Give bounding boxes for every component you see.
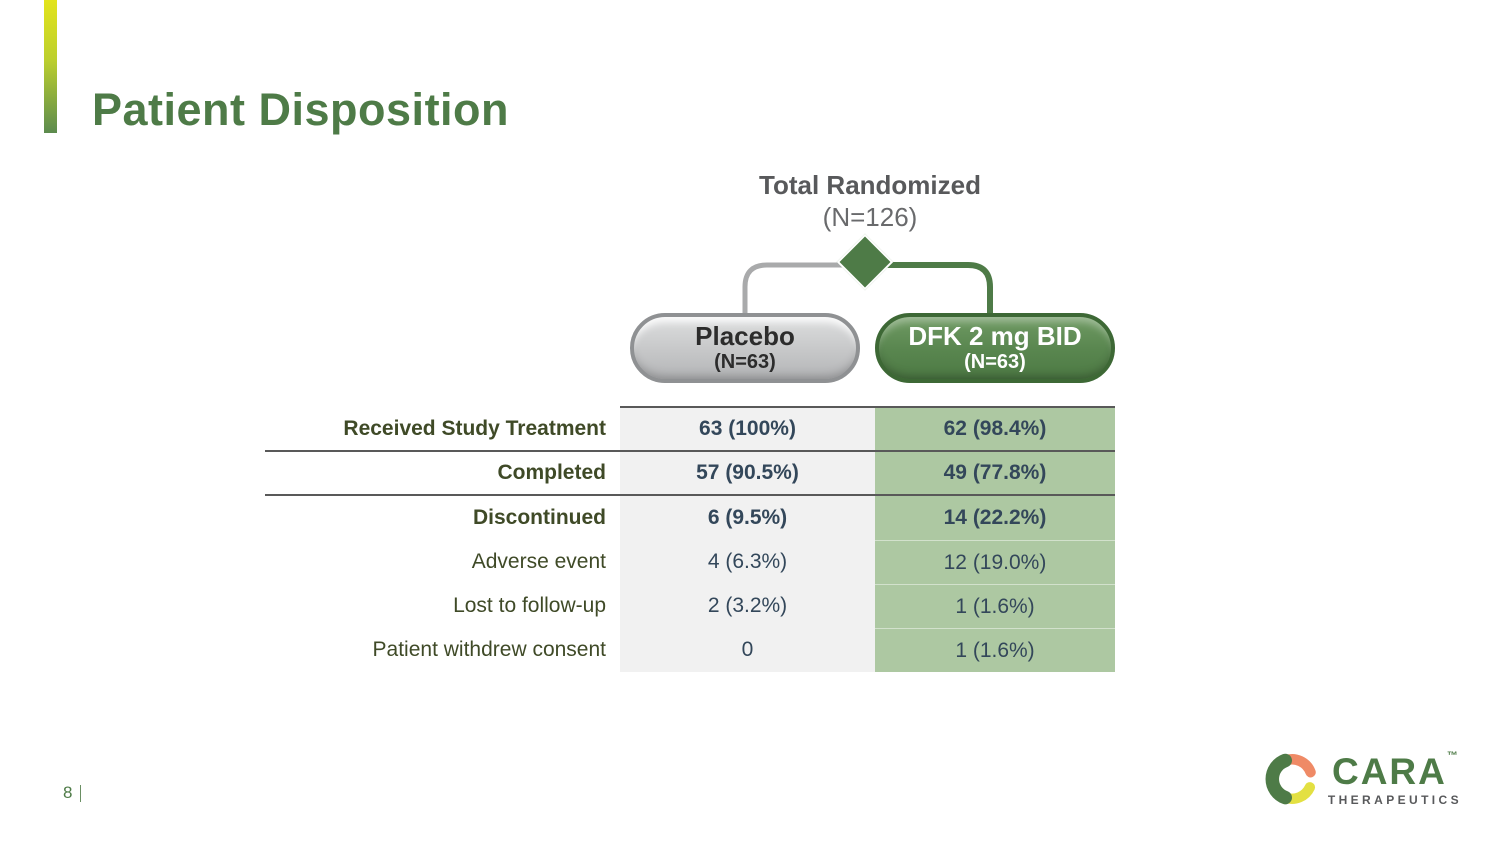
total-randomized-n: (N=126) [822, 202, 918, 232]
row-label: Completed [497, 461, 606, 484]
table-row: Discontinued 6 (9.5%) 14 (22.2%) [265, 496, 1115, 540]
dfk-value-cell: 1 (1.6%) [875, 584, 1115, 628]
placebo-value-cell: 57 (90.5%) [620, 452, 875, 494]
connector-left-gray [742, 262, 866, 320]
total-randomized-label: Total Randomized [759, 170, 981, 200]
connector-right-green [866, 262, 993, 320]
placebo-value-cell: 4 (6.3%) [620, 540, 875, 584]
dfk-value-cell: 14 (22.2%) [875, 496, 1115, 540]
dfk-arm-label: DFK 2 mg BID [908, 320, 1082, 351]
page-title: Patient Disposition [92, 84, 510, 135]
table-top-border [620, 406, 1115, 408]
dfk-arm-node: DFK 2 mg BID (N=63) [875, 313, 1115, 383]
table-row: Received Study Treatment 63 (100%) 62 (98.… [265, 408, 1115, 452]
cara-logo-word: CARA™ [1331, 749, 1458, 792]
dfk-value-cell: 49 (77.8%) [875, 452, 1115, 494]
accent-gradient-bar [44, 0, 57, 133]
row-label: Patient withdrew consent [372, 638, 606, 661]
row-label: Adverse event [471, 550, 606, 573]
placebo-arm-node: Placebo (N=63) [630, 313, 860, 383]
placebo-value-cell: 2 (3.2%) [620, 584, 875, 628]
dfk-value-cell: 1 (1.6%) [875, 628, 1115, 672]
cara-therapeutics-logo: CARA™ THERAPEUTICS [1265, 749, 1462, 807]
therapeutics-label: THERAPEUTICS [1327, 792, 1462, 807]
page-number-text: 8 [63, 783, 73, 802]
cara-word: CARA [1331, 750, 1447, 792]
row-label: Lost to follow-up [453, 594, 606, 617]
cara-logo-icon [1265, 753, 1316, 805]
cara-logo-text: CARA™ THERAPEUTICS [1327, 749, 1462, 807]
disposition-table: Received Study Treatment 63 (100%) 62 (98.… [265, 408, 1115, 672]
table-row: Lost to follow-up 2 (3.2%) 1 (1.6%) [265, 584, 1115, 628]
dfk-value-cell: 12 (19.0%) [875, 540, 1115, 584]
page-number-divider [80, 784, 82, 802]
table-row: Adverse event 4 (6.3%) 12 (19.0%) [265, 540, 1115, 584]
table-row: Patient withdrew consent 0 1 (1.6%) [265, 628, 1115, 672]
dfk-arm-n: (N=63) [964, 351, 1026, 374]
page-number: 8 [63, 783, 82, 803]
placebo-arm-label: Placebo [695, 320, 795, 351]
row-label: Discontinued [472, 506, 606, 529]
table-row: Completed 57 (90.5%) 49 (77.8%) [265, 452, 1115, 496]
placebo-value-cell: 0 [620, 628, 875, 672]
flow-connector-lines [742, 262, 993, 320]
dfk-value-cell: 62 (98.4%) [875, 408, 1115, 450]
placebo-value-cell: 6 (9.5%) [620, 496, 875, 540]
trademark-symbol: ™ [1446, 749, 1458, 762]
placebo-arm-n: (N=63) [714, 351, 776, 374]
placebo-value-cell: 63 (100%) [620, 408, 875, 450]
row-label: Received Study Treatment [343, 417, 606, 440]
